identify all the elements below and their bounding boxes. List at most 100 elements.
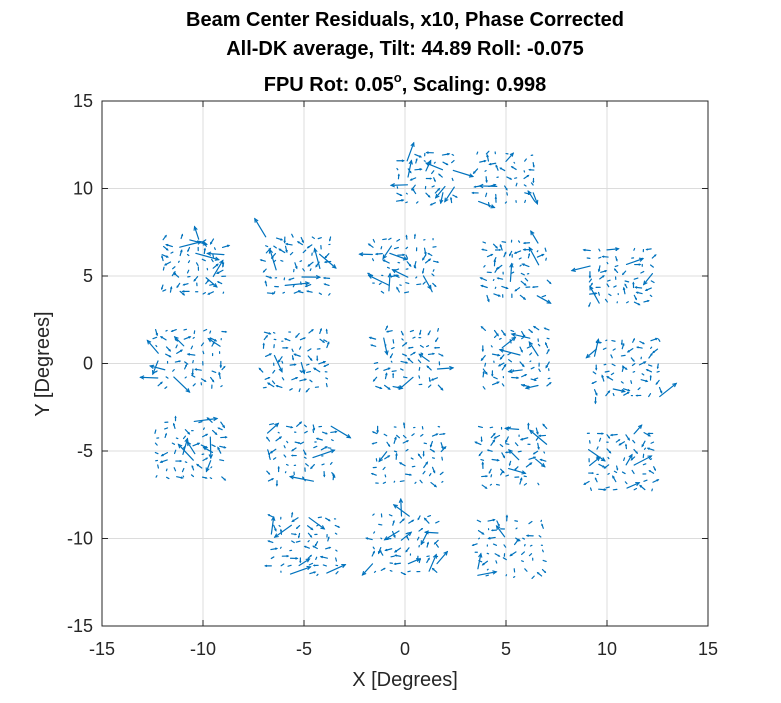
residual-arrowhead [443, 446, 447, 450]
residual-arrowhead [595, 367, 598, 371]
residual-arrowhead [398, 497, 404, 504]
residual-arrow [372, 546, 375, 550]
residual-arrowhead [197, 442, 201, 446]
residual-arrowhead [294, 533, 298, 536]
residual-arrow [419, 479, 423, 484]
residual-arrowhead [645, 248, 649, 251]
residual-arrow [195, 262, 199, 267]
residual-arrowhead [480, 284, 484, 288]
residual-arrow [431, 185, 435, 188]
residual-arrow [384, 474, 387, 478]
residual-arrow [371, 258, 375, 262]
residual-arrowhead [389, 183, 395, 188]
residual-arrowhead [323, 260, 327, 264]
residual-arrow [291, 540, 295, 544]
residual-arrowhead [309, 358, 313, 362]
residual-arrow [402, 376, 408, 379]
residual-arrowhead [497, 523, 500, 527]
residual-arrow [286, 440, 289, 444]
residual-arrowhead [305, 558, 311, 563]
residual-arrow [309, 268, 312, 272]
residual-arrowhead [532, 165, 535, 168]
residual-arrowhead [398, 462, 402, 465]
residual-arrowhead [523, 297, 527, 300]
residual-arrowhead [510, 166, 514, 169]
residual-arrowhead [445, 162, 449, 166]
residual-arrowhead [648, 470, 652, 473]
residual-arrow [192, 359, 194, 364]
residual-arrowhead [204, 379, 207, 382]
x-tick-label: -10 [190, 639, 216, 659]
residual-arrow [380, 537, 383, 540]
residual-arrowhead [602, 465, 606, 468]
residual-arrow [432, 269, 435, 272]
residual-arrowhead [429, 203, 433, 206]
residual-arrowhead [488, 162, 492, 166]
residual-arrowhead [181, 233, 184, 237]
residual-arrow [170, 251, 174, 254]
residual-arrow [407, 160, 413, 178]
residual-arrow [318, 292, 322, 295]
residual-arrowhead [438, 173, 441, 176]
residual-arrowhead [434, 193, 440, 199]
residual-arrowhead [483, 159, 487, 163]
residual-arrowhead [646, 447, 650, 450]
residual-arrow [507, 426, 512, 429]
residual-arrowhead [429, 444, 433, 448]
residual-arrowhead [155, 333, 159, 337]
residual-arrowhead [497, 294, 502, 297]
residual-arrowhead [327, 536, 330, 539]
residual-arrowhead [213, 416, 219, 422]
residual-arrowhead [486, 449, 490, 452]
residual-arrowhead [647, 433, 651, 437]
residual-arrowhead [173, 272, 177, 276]
residual-arrowhead [393, 549, 398, 553]
residual-arrowhead [588, 304, 591, 308]
residual-arrowhead [651, 350, 655, 354]
residual-arrow [272, 369, 276, 374]
residual-arrow [640, 257, 644, 261]
residual-arrowhead [530, 330, 534, 334]
residual-arrowhead [519, 437, 524, 441]
residual-arrowhead [361, 570, 367, 576]
residual-arrow [273, 331, 276, 334]
residual-arrowhead [498, 248, 502, 252]
residual-arrow [610, 354, 613, 359]
chart-title-line-3-tail: , Scaling: 0.998 [402, 74, 547, 96]
residual-arrowhead [402, 518, 405, 521]
residual-arrow [382, 466, 386, 471]
residual-arrow [285, 463, 289, 466]
residual-arrowhead [509, 152, 515, 157]
residual-arrowhead [632, 359, 635, 362]
residual-arrowhead [416, 558, 419, 562]
residual-arrowhead [422, 454, 425, 457]
residual-arrow [441, 456, 443, 461]
residual-arrow [391, 346, 395, 350]
residual-arrow [269, 423, 275, 426]
residual-arrowhead [624, 283, 627, 286]
residual-arrowhead [499, 167, 502, 170]
residual-arrow [510, 271, 515, 274]
residual-arrowhead [430, 378, 434, 381]
residual-arrow [172, 369, 175, 372]
residual-arrowhead [603, 488, 607, 492]
residual-arrowhead [484, 371, 488, 375]
residual-arrow [589, 285, 600, 304]
residual-arrow [648, 393, 652, 398]
residual-arrow [380, 290, 385, 294]
residual-arrow [368, 274, 390, 286]
residual-arrowhead [306, 290, 309, 293]
residual-arrowhead [601, 374, 604, 378]
residual-arrowhead [389, 356, 392, 359]
residual-arrowhead [604, 269, 608, 273]
residual-arrow [146, 339, 159, 354]
residual-arrowhead [502, 470, 505, 474]
residual-arrow [329, 461, 333, 465]
detector-tile [474, 422, 548, 489]
residual-arrowhead [622, 342, 625, 346]
residual-arrowhead [443, 432, 446, 436]
residual-arrowhead [585, 353, 591, 359]
residual-arrow [632, 371, 636, 373]
residual-arrowhead [273, 533, 279, 538]
residual-arrow [607, 472, 610, 475]
